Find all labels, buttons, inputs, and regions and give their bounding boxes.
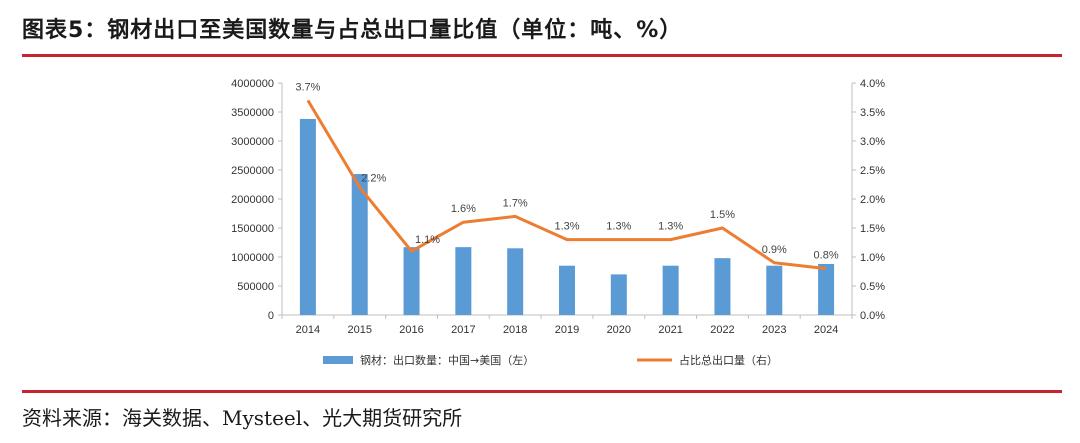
bar xyxy=(351,174,368,315)
y-right-tick-label: 0.0% xyxy=(860,310,885,322)
title-divider xyxy=(22,54,1062,57)
y-left-tick-label: 2000000 xyxy=(231,194,274,206)
y-right-tick-label: 4.0% xyxy=(860,78,885,90)
bar xyxy=(299,118,316,316)
bar xyxy=(455,247,472,315)
x-tick-label: 2017 xyxy=(451,324,475,336)
share-line xyxy=(306,99,827,271)
y-right-tick-label: 1.5% xyxy=(860,223,885,235)
chart-title: 图表5：钢材出口至美国数量与占总出口量比值（单位：吨、%） xyxy=(22,18,683,43)
x-tick-label: 2016 xyxy=(399,324,423,336)
y-left-tick-label: 1000000 xyxy=(231,252,274,264)
legend-line-label: 占比总出口量（右） xyxy=(679,353,778,367)
line-data-label: 1.6% xyxy=(451,203,476,215)
y-left-tick-label: 500000 xyxy=(237,281,274,293)
line-data-label: 1.3% xyxy=(658,221,683,233)
y-right-tick-label: 2.0% xyxy=(860,194,885,206)
source-note: 资料来源：海关数据、Mysteel、光大期货研究所 xyxy=(22,406,463,430)
x-tick-label: 2015 xyxy=(347,324,371,336)
bar xyxy=(818,263,835,315)
line-data-label: 1.7% xyxy=(503,197,528,209)
line-data-label: 2.2% xyxy=(361,172,386,184)
x-tick-label: 2014 xyxy=(296,324,320,336)
bar xyxy=(714,258,731,315)
line-data-label: 3.7% xyxy=(295,81,320,93)
x-tick-label: 2020 xyxy=(607,324,631,336)
x-tick-label: 2024 xyxy=(814,324,838,336)
legend-bar-swatch xyxy=(323,356,353,364)
footer-divider xyxy=(22,390,1062,393)
bar xyxy=(507,248,524,315)
y-left-tick-label: 0 xyxy=(268,310,274,322)
y-right-tick-label: 2.5% xyxy=(860,165,885,177)
line-data-label: 0.8% xyxy=(814,250,839,262)
line-data-label: 1.3% xyxy=(606,221,631,233)
y-left-tick-label: 1500000 xyxy=(231,223,274,235)
x-tick-label: 2019 xyxy=(555,324,579,336)
y-right-tick-label: 3.0% xyxy=(860,136,885,148)
y-right-tick-label: 1.0% xyxy=(860,252,885,264)
combo-chart: 0 500000 1000000 1500000 2000000 2500000 30000… xyxy=(231,78,885,367)
y-left-tick-label: 3500000 xyxy=(231,107,274,119)
x-tick-label: 2018 xyxy=(503,324,527,336)
line-data-label: 0.9% xyxy=(762,244,787,256)
bar xyxy=(662,265,679,315)
bar xyxy=(403,247,420,315)
y-left-tick-label: 2500000 xyxy=(231,165,274,177)
y-left-tick-label: 4000000 xyxy=(231,78,274,90)
line-data-label: 1.3% xyxy=(554,221,579,233)
y-right-tick-label: 0.5% xyxy=(860,281,885,293)
legend-bar-label: 钢材：出口数量：中国→美国（左） xyxy=(360,353,534,367)
line-data-label: 1.1% xyxy=(415,234,440,246)
x-tick-label: 2021 xyxy=(658,324,682,336)
bar xyxy=(610,274,627,315)
bar xyxy=(766,265,783,315)
x-tick-label: 2022 xyxy=(710,324,734,336)
bar xyxy=(559,265,575,315)
x-tick-label: 2023 xyxy=(762,324,786,336)
y-left-tick-label: 3000000 xyxy=(231,136,274,148)
y-right-tick-label: 3.5% xyxy=(860,107,885,119)
line-data-label: 1.5% xyxy=(710,209,735,221)
